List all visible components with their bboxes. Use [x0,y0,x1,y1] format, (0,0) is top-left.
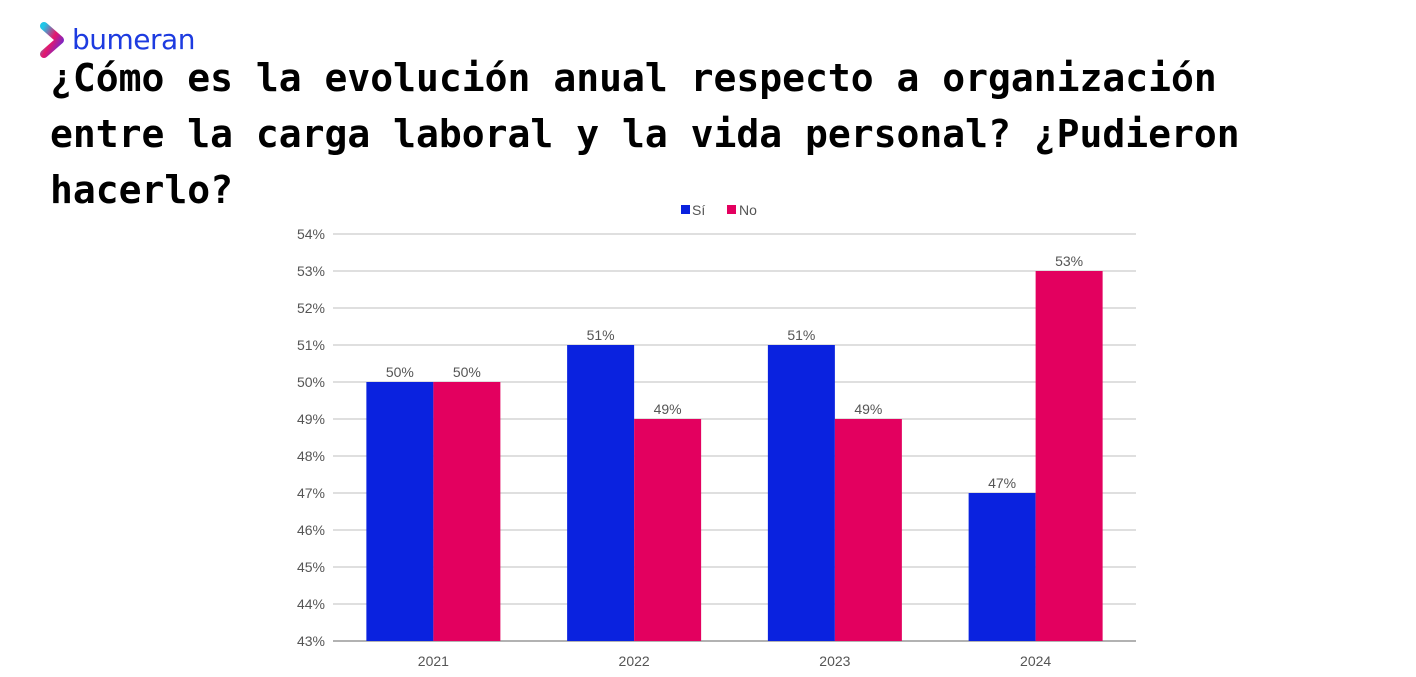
bar-no-2021 [433,382,501,641]
bar-no-2022 [634,419,702,641]
y-tick-label: 45% [297,559,325,575]
legend-swatch-si [681,205,690,214]
legend-swatch-no [727,205,736,214]
legend: Sí No [681,202,757,218]
page-title: ¿Cómo es la evolución anual respecto a o… [50,56,1240,212]
data-label: 51% [587,327,615,343]
y-tick-label: 51% [297,337,325,353]
data-label: 49% [854,401,882,417]
data-label: 51% [787,327,815,343]
x-tick-label: 2024 [1020,653,1051,669]
logo-text: bumeran [72,23,195,56]
bar-no-2024 [1035,271,1103,641]
y-tick-label: 48% [297,448,325,464]
data-label: 47% [988,475,1016,491]
y-tick-label: 44% [297,596,325,612]
y-tick-label: 54% [297,226,325,242]
data-label: 49% [654,401,682,417]
bar-no-2023 [834,419,902,641]
y-tick-label: 46% [297,522,325,538]
data-label: 50% [453,364,481,380]
x-tick-label: 2021 [418,653,449,669]
logo-arrow-icon [40,22,64,58]
data-label: 50% [386,364,414,380]
bar-si-2023 [767,345,835,641]
y-tick-label: 49% [297,411,325,427]
x-tick-label: 2022 [619,653,650,669]
x-tick-label: 2023 [819,653,850,669]
y-tick-label: 50% [297,374,325,390]
bar-si-2021 [366,382,434,641]
bar-si-2024 [968,493,1036,641]
bumeran-logo: bumeran [40,22,195,58]
bar-si-2022 [567,345,635,641]
y-tick-label: 43% [297,633,325,649]
data-label: 53% [1055,253,1083,269]
legend-label-si: Sí [692,202,705,218]
legend-label-no: No [739,202,757,218]
y-tick-label: 52% [297,300,325,316]
y-tick-label: 47% [297,485,325,501]
y-tick-label: 53% [297,263,325,279]
